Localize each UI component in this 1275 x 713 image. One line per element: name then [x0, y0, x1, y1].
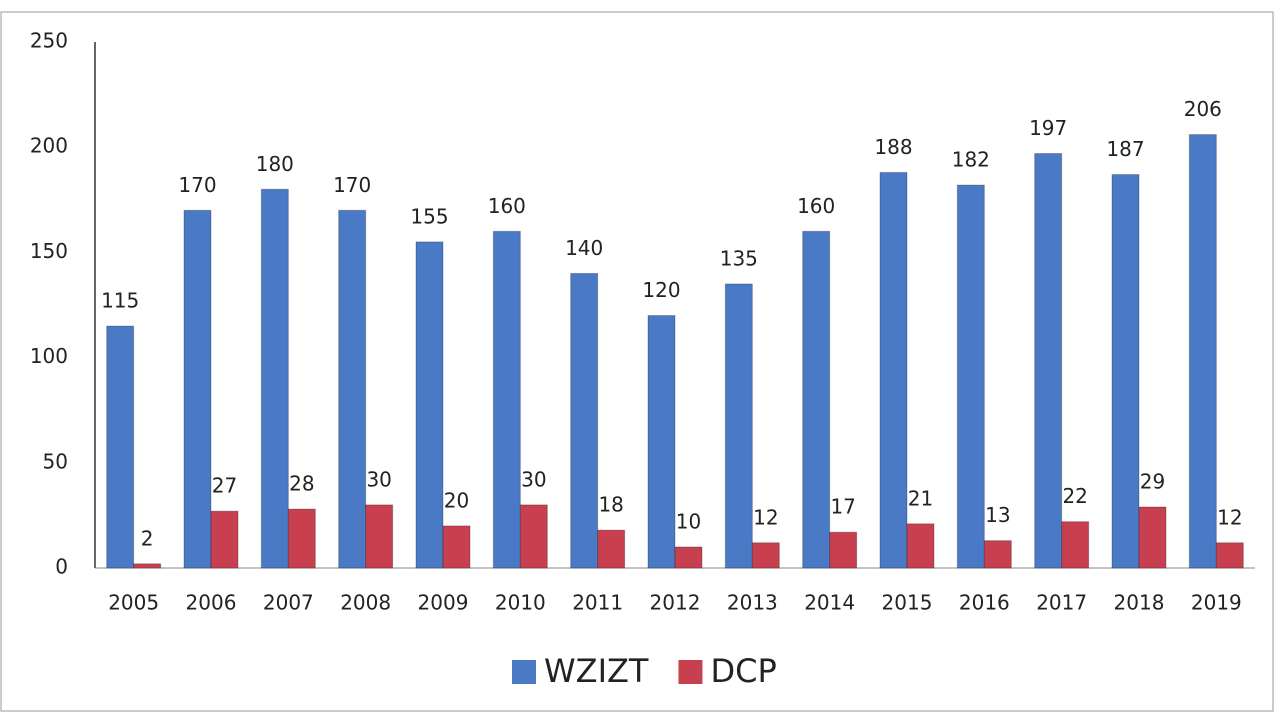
x-tick-label: 2017	[1036, 591, 1087, 615]
y-tick-label: 100	[30, 344, 68, 368]
data-label: 160	[797, 194, 835, 218]
bar	[210, 510, 239, 569]
bar	[519, 504, 548, 569]
bar	[1215, 542, 1244, 569]
legend-label: WZIZT	[544, 652, 649, 690]
data-label: 2	[141, 526, 154, 550]
bar	[492, 230, 521, 569]
data-label: 188	[874, 135, 912, 159]
x-tick-label: 2010	[495, 591, 546, 615]
bar	[1188, 134, 1217, 569]
data-label: 160	[488, 194, 526, 218]
bar	[983, 540, 1012, 569]
x-tick-label: 2008	[340, 591, 391, 615]
bar	[1138, 506, 1167, 569]
data-label: 170	[178, 173, 216, 197]
data-label: 20	[444, 488, 469, 512]
x-tick-label: 2011	[572, 591, 623, 615]
data-label: 180	[256, 152, 294, 176]
data-label: 18	[598, 493, 623, 517]
data-label: 182	[952, 148, 990, 172]
data-label: 17	[830, 495, 855, 519]
data-label: 27	[212, 474, 237, 498]
x-tick-label: 2016	[959, 591, 1010, 615]
bar	[647, 315, 676, 569]
legend-label: DCP	[710, 652, 776, 690]
data-label: 29	[1140, 469, 1165, 493]
data-label: 30	[521, 467, 546, 491]
data-label: 12	[1217, 505, 1242, 529]
data-label: 28	[289, 472, 314, 496]
data-label: 13	[985, 503, 1010, 527]
data-label: 197	[1029, 116, 1067, 140]
frame	[0, 11, 1274, 712]
bar	[1034, 153, 1063, 569]
y-tick-label: 150	[30, 239, 68, 263]
data-label: 155	[410, 204, 448, 228]
y-tick-label: 200	[30, 134, 68, 158]
bar	[597, 529, 626, 569]
bar	[106, 325, 135, 569]
data-label: 170	[333, 173, 371, 197]
x-tick-label: 2018	[1114, 591, 1165, 615]
bar	[802, 230, 831, 569]
data-label: 30	[366, 467, 391, 491]
bar	[724, 283, 753, 569]
y-tick-label: 0	[55, 555, 68, 579]
x-tick-label: 2006	[186, 591, 237, 615]
x-tick-label: 2013	[727, 591, 778, 615]
x-tick-label: 2019	[1191, 591, 1242, 615]
x-tick-label: 2009	[418, 591, 469, 615]
data-label: 10	[676, 509, 701, 533]
bar	[415, 241, 444, 569]
data-label: 21	[908, 486, 933, 510]
data-label: 115	[101, 289, 139, 313]
bar	[1111, 174, 1140, 569]
data-label: 12	[753, 505, 778, 529]
data-label: 187	[1106, 137, 1144, 161]
bar	[570, 272, 599, 569]
legend-swatch	[512, 660, 536, 684]
x-tick-label: 2012	[650, 591, 701, 615]
bar	[879, 171, 908, 569]
bar	[183, 209, 212, 569]
data-label: 140	[565, 236, 603, 260]
data-label: 135	[720, 246, 758, 270]
data-label: 22	[1062, 484, 1087, 508]
bar	[956, 184, 985, 569]
bar	[751, 542, 780, 569]
x-tick-label: 2014	[804, 591, 855, 615]
bar	[906, 523, 935, 569]
x-tick-label: 2005	[108, 591, 159, 615]
x-tick-label: 2015	[882, 591, 933, 615]
data-label: 206	[1184, 97, 1222, 121]
bar	[365, 504, 394, 569]
bar	[287, 508, 316, 569]
bar	[133, 563, 162, 569]
legend: WZIZT DCP	[512, 652, 777, 690]
data-label: 120	[642, 278, 680, 302]
bar	[260, 188, 289, 569]
y-tick-label: 250	[30, 29, 68, 53]
y-tick-label: 50	[43, 449, 68, 473]
x-tick-label: 2007	[263, 591, 314, 615]
legend-swatch	[678, 660, 703, 684]
bar	[442, 525, 471, 569]
bar	[674, 546, 703, 569]
bar	[1061, 521, 1090, 569]
bar	[338, 209, 367, 569]
bar	[829, 531, 858, 569]
